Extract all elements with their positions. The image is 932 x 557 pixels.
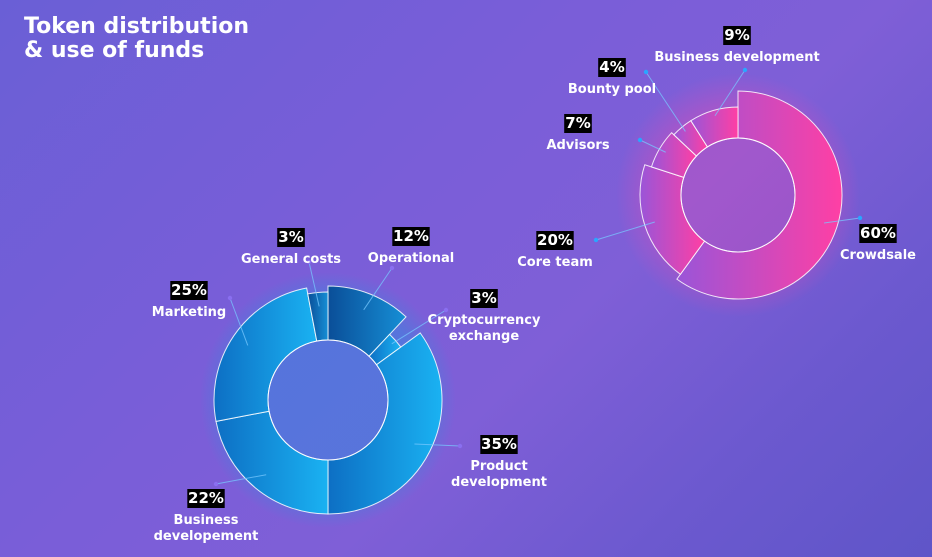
value-label-advisors: 7% — [565, 114, 590, 132]
value-badge-business-developement — [187, 489, 225, 508]
category-label-product-development: Product — [470, 459, 527, 474]
leader-dot-general-costs — [306, 259, 312, 265]
page-title-line-1: Token distribution — [24, 14, 250, 39]
category-label-bounty-pool: Bounty pool — [568, 82, 656, 97]
leader-product-development — [414, 443, 461, 447]
category-label-business-development: Business development — [654, 50, 819, 65]
value-badge-general-costs — [277, 228, 305, 247]
value-label-business-development: 9% — [724, 26, 749, 44]
category-label-marketing: Marketing — [152, 305, 226, 320]
category-label-cryptocurrency-exchange: exchange — [449, 329, 519, 344]
category-label-business-developement: Business — [174, 513, 239, 528]
category-label-product-development: development — [451, 475, 547, 490]
leader-dot-operational — [389, 265, 395, 271]
value-badge-crowdsale — [859, 224, 897, 243]
category-label-advisors: Advisors — [546, 138, 609, 153]
category-label-operational: Operational — [368, 251, 454, 266]
leader-cryptocurrency-exchange — [391, 309, 447, 345]
leader-dot-advisors — [637, 137, 643, 143]
leader-dot-crowdsale — [857, 215, 863, 221]
leader-dot-core-team — [593, 237, 599, 243]
value-badge-business-development — [723, 26, 751, 45]
category-label-general-costs: General costs — [241, 252, 341, 267]
category-label-cryptocurrency-exchange: Cryptocurrency — [428, 313, 541, 328]
category-label-crowdsale: Crowdsale — [840, 248, 916, 263]
value-badge-advisors — [564, 114, 592, 133]
leader-dot-bounty-pool — [643, 69, 649, 75]
leader-general-costs — [308, 261, 320, 307]
page-title: Token distribution & use of funds — [24, 15, 249, 63]
leader-advisors — [639, 139, 666, 153]
value-label-business-developement: 22% — [188, 489, 224, 507]
value-badge-cryptocurrency-exchange — [470, 289, 498, 308]
value-badge-product-development — [480, 435, 518, 454]
value-label-bounty-pool: 4% — [599, 58, 624, 76]
leader-crowdsale — [824, 217, 861, 224]
value-label-cryptocurrency-exchange: 3% — [471, 289, 496, 307]
category-label-business-developement: developement — [154, 529, 259, 544]
value-badge-bounty-pool — [598, 58, 626, 77]
value-label-marketing: 25% — [171, 281, 207, 299]
value-label-core-team: 20% — [537, 231, 573, 249]
value-label-crowdsale: 60% — [860, 224, 896, 242]
value-badge-operational — [392, 227, 430, 246]
value-label-operational: 12% — [393, 227, 429, 245]
leader-dot-marketing — [227, 295, 233, 301]
value-label-general-costs: 3% — [278, 228, 303, 246]
donut-hole — [680, 137, 796, 253]
category-label-core-team: Core team — [517, 255, 593, 270]
leader-dot-business-development — [742, 67, 748, 73]
value-badge-marketing — [170, 281, 208, 300]
leader-business-development — [714, 69, 746, 117]
leader-dot-product-development — [457, 443, 463, 449]
leader-operational — [363, 267, 393, 311]
leader-business-developement — [215, 474, 267, 485]
token-distribution-donut: 60% Crowdsale 20% Core team 7% Advisors 4% Boun… — [517, 26, 916, 317]
donut-hole — [267, 339, 389, 461]
leader-core-team — [595, 221, 655, 241]
leader-dot-cryptocurrency-exchange — [443, 307, 449, 313]
value-badge-core-team — [536, 231, 574, 250]
page-title-line-2: & use of funds — [24, 38, 205, 63]
leader-marketing — [229, 297, 249, 346]
value-label-product-development: 35% — [481, 435, 517, 453]
leader-dot-business-developement — [213, 481, 219, 487]
leader-bounty-pool — [645, 71, 686, 132]
